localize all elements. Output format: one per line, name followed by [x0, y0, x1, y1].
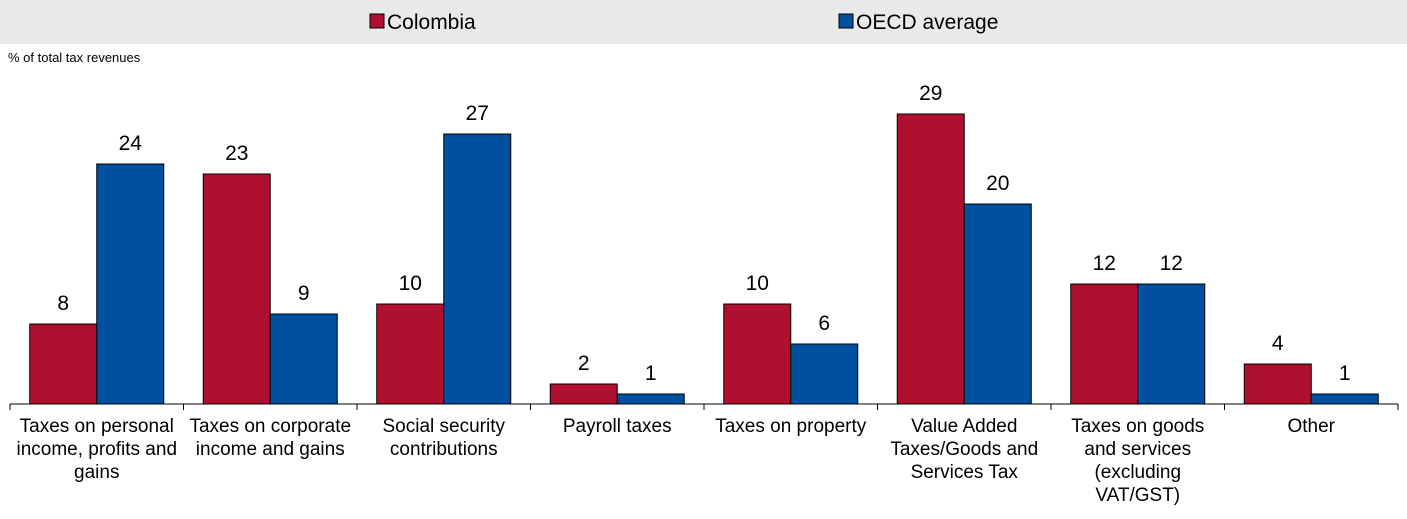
category-label-4: Payroll taxes [563, 416, 672, 437]
value-label-colombia-8: 4 [1272, 332, 1284, 355]
category-labels-group: Taxes on personal income, profits and gain… [16, 416, 1335, 506]
bar-oecd-5 [790, 343, 859, 405]
bar-colombia-4 [549, 383, 618, 405]
bar-colombia-7 [1070, 283, 1139, 405]
value-label-oecd-8: 1 [1339, 362, 1351, 385]
bar-oecd-8 [1310, 393, 1379, 405]
value-label-oecd-2: 9 [298, 282, 310, 305]
value-label-colombia-3: 10 [399, 272, 422, 295]
bar-colombia-8 [1243, 363, 1312, 405]
bar-colombia-1 [29, 323, 98, 405]
legend-background [0, 0, 1407, 44]
value-labels-group: 8 24 23 9 10 27 2 1 10 6 29 20 12 12 4 1 [57, 82, 1350, 385]
legend-label-1: Colombia [387, 11, 476, 34]
x-axis-ticks [9, 404, 1399, 410]
category-label-5: Taxes on property [715, 416, 867, 437]
bar-colombia-3 [376, 303, 445, 405]
category-label-3: Social security contributions [383, 416, 506, 460]
value-label-oecd-1: 24 [119, 132, 143, 155]
bar-oecd-7 [1137, 283, 1206, 405]
legend-label-2: OECD average [856, 11, 998, 34]
bar-colombia-5 [723, 303, 792, 405]
bar-oecd-6 [963, 203, 1032, 405]
value-label-oecd-3: 27 [466, 102, 489, 125]
value-label-oecd-5: 6 [818, 312, 830, 335]
bar-oecd-3 [443, 133, 512, 405]
value-label-oecd-7: 12 [1160, 252, 1183, 275]
bars-group [29, 113, 1379, 405]
value-label-colombia-4: 2 [578, 352, 590, 375]
category-label-8: Other [1287, 416, 1335, 437]
bar-colombia-6 [896, 113, 965, 405]
value-label-colombia-1: 8 [57, 292, 69, 315]
legend: Colombia OECD average [369, 11, 998, 34]
legend-swatch-1 [369, 13, 385, 29]
category-label-1: Taxes on personal income, profits and gain… [16, 416, 177, 483]
bar-oecd-2 [269, 313, 338, 405]
bar-oecd-1 [96, 163, 165, 405]
legend-swatch-2 [838, 13, 854, 29]
bar-colombia-2 [202, 173, 271, 405]
category-label-2: Taxes on corporate income and gains [189, 416, 351, 460]
value-label-oecd-6: 20 [986, 172, 1009, 195]
value-label-colombia-2: 23 [225, 142, 248, 165]
category-label-7: Taxes on goods and services (excluding VAT/… [1071, 416, 1204, 506]
category-label-6: Value Added Taxes/Goods and Services Tax [890, 416, 1038, 483]
value-label-colombia-5: 10 [746, 272, 769, 295]
value-label-colombia-6: 29 [919, 82, 942, 105]
unit-label: % of total tax revenues [8, 50, 141, 65]
value-label-oecd-4: 1 [645, 362, 657, 385]
bar-oecd-4 [616, 393, 685, 405]
value-label-colombia-7: 12 [1093, 252, 1116, 275]
